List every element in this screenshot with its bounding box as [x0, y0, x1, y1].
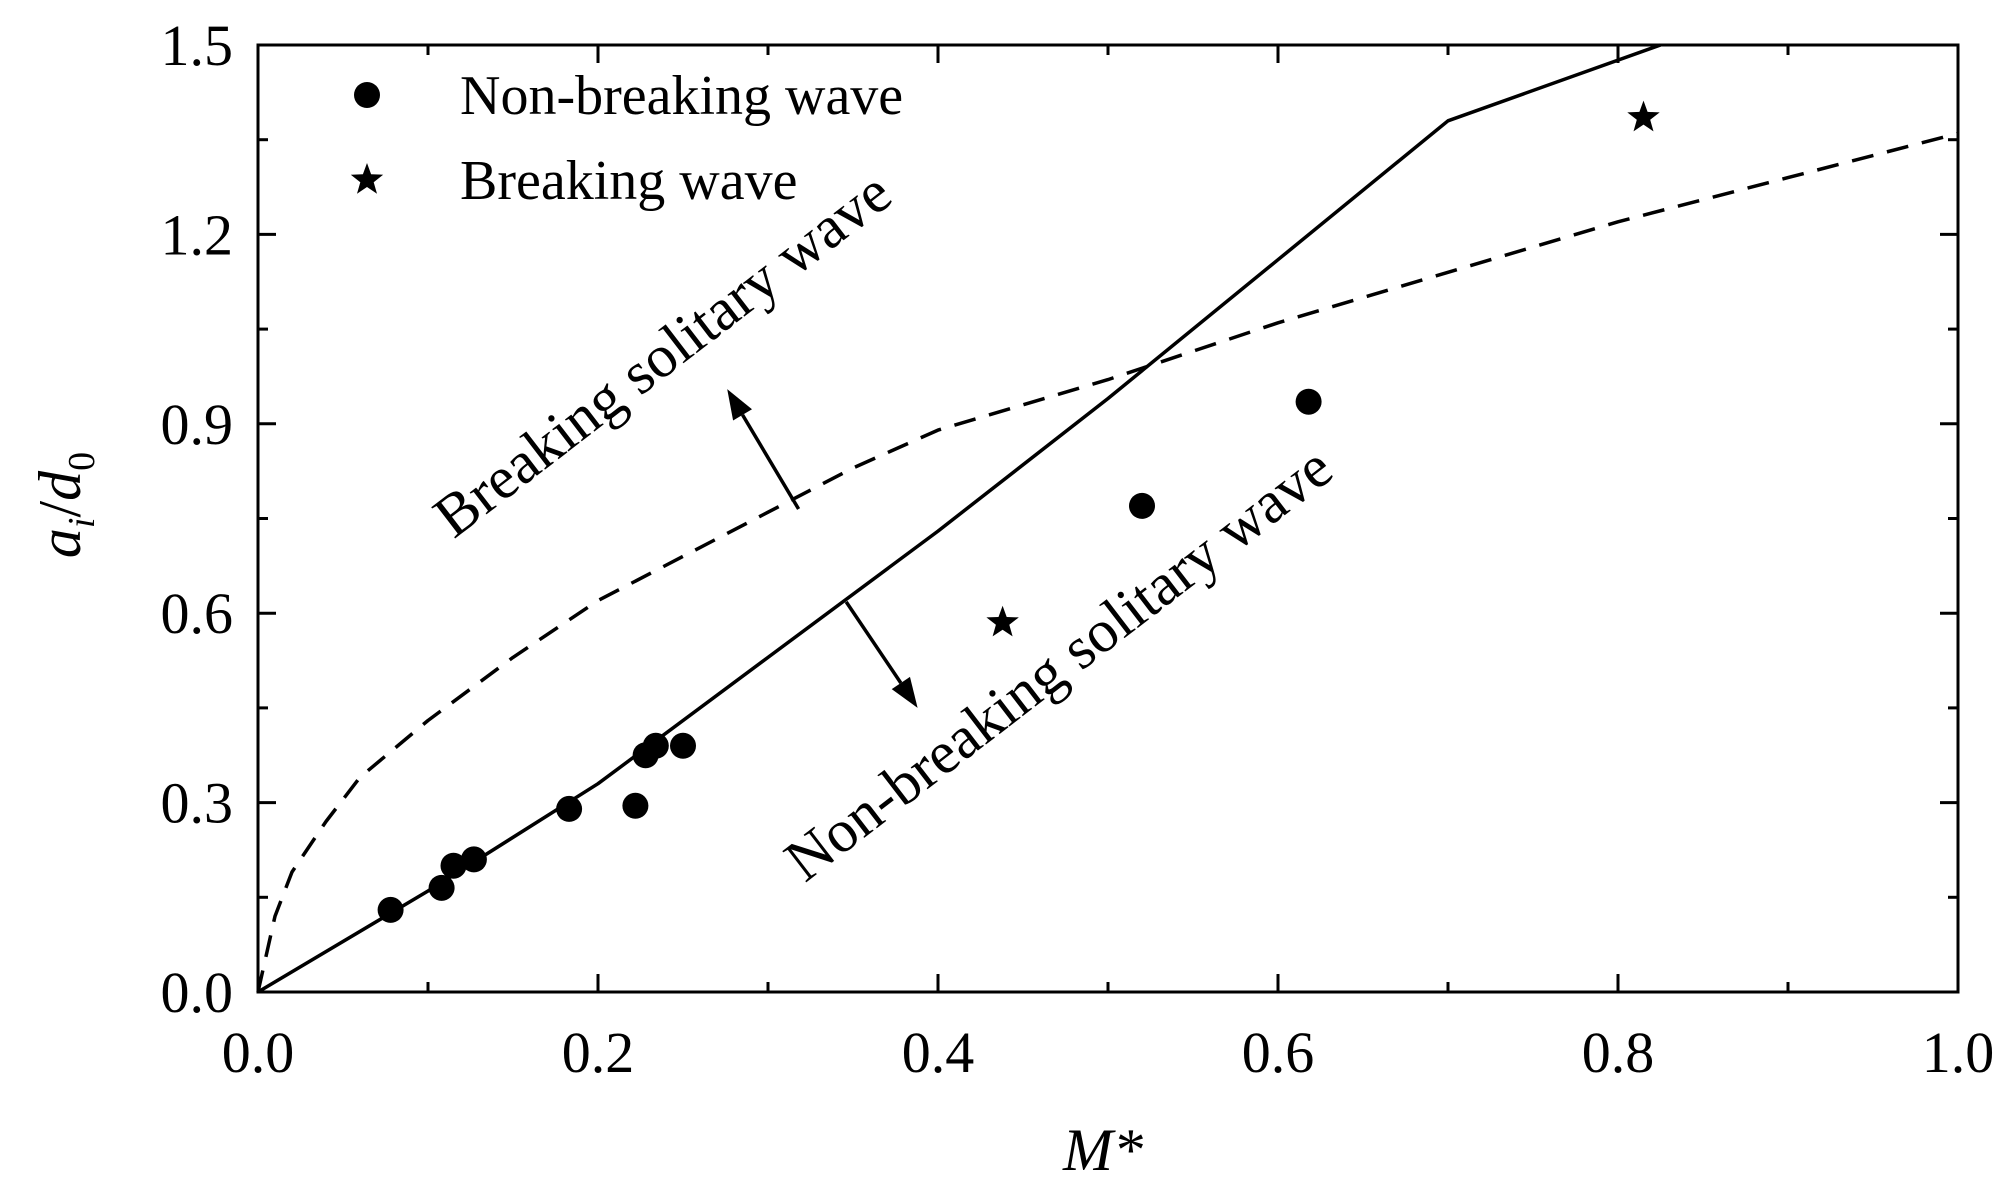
- y-axis-title-slash: /: [27, 501, 93, 518]
- y-axis-title-sub-i: i: [61, 518, 103, 529]
- x-tick-label: 0.6: [1242, 1020, 1315, 1085]
- y-tick-label: 0.9: [161, 392, 234, 457]
- breaking-boundary-curve: [256, 131, 1959, 993]
- y-tick-label: 0.3: [161, 771, 234, 836]
- non-breaking-point: [642, 732, 669, 759]
- y-axis-title-a: a: [27, 528, 93, 558]
- legend-label-breaking: Breaking wave: [460, 150, 797, 212]
- non-breaking-point: [440, 852, 467, 879]
- x-tick-label: 1.0: [1922, 1020, 1995, 1085]
- y-axis-title: ai/d0: [27, 452, 103, 558]
- y-axis-title-sub-0: 0: [61, 452, 103, 471]
- arrow-head: [727, 389, 752, 421]
- breaking-region-label: Breaking solitary wave: [421, 159, 903, 550]
- data-points: [377, 100, 1660, 923]
- non-breaking-region-label: Non-breaking solitary wave: [773, 434, 1345, 894]
- arrow-shaft: [844, 600, 903, 684]
- legend-circle-marker: [354, 82, 380, 108]
- non-breaking-point: [556, 795, 583, 822]
- svg-text:ai/d0: ai/d0: [27, 452, 103, 558]
- non-breaking-point: [460, 846, 487, 873]
- x-tick-label: 0.0: [222, 1020, 295, 1085]
- non-breaking-point: [1129, 492, 1155, 519]
- non-breaking-point: [1295, 388, 1322, 415]
- breaking-point: [1627, 100, 1660, 132]
- arrow-shaft: [741, 413, 801, 510]
- y-axis-title-d: d: [27, 470, 93, 501]
- arrows: [727, 389, 918, 708]
- legend: Non-breaking wave Breaking wave: [350, 65, 903, 212]
- x-tick-label: 0.4: [902, 1020, 975, 1085]
- y-tick-label: 1.5: [161, 13, 234, 78]
- axis-tick-labels: 0.0 0.2 0.4 0.6 0.8 1.0 0.0 0.3 0.6 0.9 1.2 1.5: [161, 13, 1995, 1085]
- y-tick-label: 0.0: [161, 960, 234, 1025]
- x-axis-title: M*: [1062, 1117, 1143, 1183]
- x-tick-label: 0.2: [562, 1020, 635, 1085]
- breaking-point: [986, 605, 1019, 637]
- legend-label-non-breaking: Non-breaking wave: [460, 65, 903, 127]
- non-breaking-point: [377, 896, 404, 923]
- y-tick-label: 0.6: [161, 581, 234, 646]
- non-breaking-point: [428, 874, 455, 901]
- x-tick-label: 0.8: [1582, 1020, 1655, 1085]
- legend-star-marker: [350, 163, 384, 194]
- arrow-head: [891, 676, 918, 708]
- non-breaking-point: [622, 792, 649, 819]
- non-breaking-point: [670, 732, 696, 759]
- y-tick-label: 1.2: [161, 202, 234, 267]
